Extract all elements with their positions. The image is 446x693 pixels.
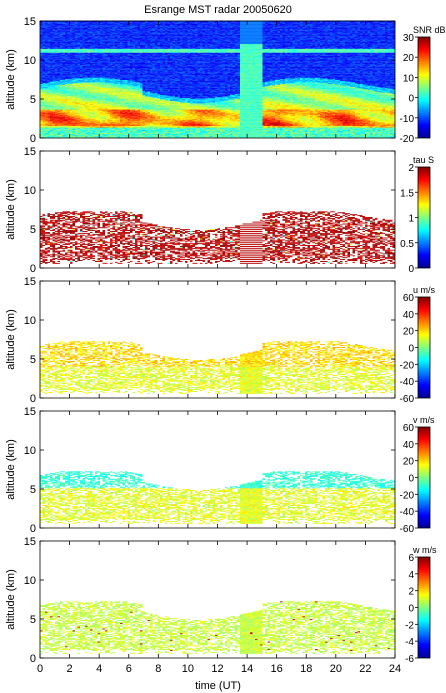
y-tick-label: 5 xyxy=(30,224,36,236)
colorbar-tick-label: 40 xyxy=(403,310,415,321)
colorbar-tick-label: 20 xyxy=(403,327,415,338)
y-tick-label: 5 xyxy=(30,614,36,626)
colorbar-tick-label: 10 xyxy=(403,73,415,84)
colorbar-v xyxy=(418,427,430,528)
x-tick-label: 20 xyxy=(330,663,342,675)
colorbar-tick-label: -20 xyxy=(400,134,415,145)
x-tick-label: 18 xyxy=(300,663,312,675)
y-tick-label: 5 xyxy=(30,484,36,496)
colorbar-tick-label: 0 xyxy=(408,474,414,485)
panel-u: 0 5 10 15 altitude (km) u m/s -60 -40 -20 0 20 40 60 xyxy=(5,276,436,405)
y-tick-label: 5 xyxy=(30,354,36,366)
colorbar-tick-label: 0 xyxy=(408,94,414,105)
colorbar-tick-label: 40 xyxy=(403,440,415,451)
y-tick-label: 15 xyxy=(24,536,36,548)
colorbar-tick-label: -60 xyxy=(400,524,415,535)
colorbar-tick-label: 2 xyxy=(408,163,414,174)
colorbar-tick-label: 20 xyxy=(403,457,415,468)
colorbar-tick-label: 6 xyxy=(408,553,414,564)
colorbar-tick-label: -40 xyxy=(400,377,415,388)
colorbar-tick-label: 1.5 xyxy=(400,188,414,199)
y-tick-label: 15 xyxy=(24,146,36,158)
colorbar-tick-label: 30 xyxy=(403,33,415,44)
data-field-snr xyxy=(40,21,395,138)
colorbar-tick-label: 0.5 xyxy=(400,239,414,250)
y-tick-label: 0 xyxy=(30,393,36,405)
colorbar-tick-label: -40 xyxy=(400,507,415,518)
y-axis-label: altitude (km) xyxy=(5,49,17,110)
colorbar-tick-label: -2 xyxy=(405,620,414,631)
y-tick-label: 15 xyxy=(24,16,36,28)
x-tick-label: 24 xyxy=(389,663,401,675)
y-axis-label: altitude (km) xyxy=(5,569,17,630)
colorbar-tick-label: 0 xyxy=(408,604,414,615)
colorbar-tick-label: -60 xyxy=(400,394,415,405)
x-tick-label: 4 xyxy=(96,663,102,675)
colorbar-tick-label: -20 xyxy=(400,360,415,371)
y-tick-label: 10 xyxy=(24,55,36,67)
panel-tau: 0 5 10 15 altitude (km) tau S 0 0.5 1 1.5 2 xyxy=(5,146,434,275)
y-tick-label: 0 xyxy=(30,653,36,665)
y-axis-label: altitude (km) xyxy=(5,179,17,240)
y-tick-label: 10 xyxy=(24,575,36,587)
x-axis-label: time (UT) xyxy=(195,680,241,692)
colorbar-label: u m/s xyxy=(413,285,436,295)
y-axis-label: altitude (km) xyxy=(5,439,17,500)
colorbar-tick-label: -6 xyxy=(405,654,414,665)
y-tick-label: 5 xyxy=(30,94,36,106)
colorbar-label: w m/s xyxy=(412,545,437,555)
colorbar-tick-label: 2 xyxy=(408,587,414,598)
colorbar-label: tau S xyxy=(413,155,434,165)
x-tick-label: 10 xyxy=(182,663,194,675)
y-tick-label: 0 xyxy=(30,133,36,145)
colorbar-tick-label: -4 xyxy=(405,637,414,648)
x-tick-label: 16 xyxy=(271,663,283,675)
x-tick-label: 2 xyxy=(67,663,73,675)
y-tick-label: 0 xyxy=(30,523,36,535)
panel-v: 0 5 10 15 altitude (km) v m/s -60 -40 -20 0 20 40 60 xyxy=(5,406,435,535)
colorbar-tick-label: 1 xyxy=(408,214,414,225)
colorbar-label: SNR dB xyxy=(413,25,446,35)
panel-snr: 0 5 10 15 altitude (km) SNR dB -20 -10 0 10 20 30 xyxy=(5,16,446,145)
colorbar-tick-label: -20 xyxy=(400,490,415,501)
y-tick-label: 10 xyxy=(24,315,36,327)
x-tick-label: 22 xyxy=(359,663,371,675)
x-tick-label: 8 xyxy=(155,663,161,675)
x-tick-label: 6 xyxy=(126,663,132,675)
colorbar-tick-label: 60 xyxy=(403,423,415,434)
colorbar-tick-label: -10 xyxy=(400,114,415,125)
x-tick-label: 14 xyxy=(241,663,253,675)
colorbar-tau xyxy=(418,167,430,268)
y-tick-label: 0 xyxy=(30,263,36,275)
colorbar-label: v m/s xyxy=(413,415,435,425)
colorbar-u xyxy=(418,297,430,398)
y-tick-label: 15 xyxy=(24,276,36,288)
colorbar-tick-label: 0 xyxy=(408,264,414,275)
colorbar-tick-label: 4 xyxy=(408,570,414,581)
x-tick-label: 0 xyxy=(37,663,43,675)
figure-title: Esrange MST radar 20050620 xyxy=(144,4,292,16)
y-tick-label: 15 xyxy=(24,406,36,418)
colorbar-tick-label: 0 xyxy=(408,344,414,355)
x-tick-label: 12 xyxy=(211,663,223,675)
y-tick-label: 10 xyxy=(24,445,36,457)
y-axis-label: altitude (km) xyxy=(5,309,17,370)
colorbar-snr xyxy=(418,37,430,138)
colorbar-tick-label: 20 xyxy=(403,53,415,64)
colorbar-tick-label: 60 xyxy=(403,293,415,304)
colorbar-w xyxy=(418,557,430,658)
y-tick-label: 10 xyxy=(24,185,36,197)
